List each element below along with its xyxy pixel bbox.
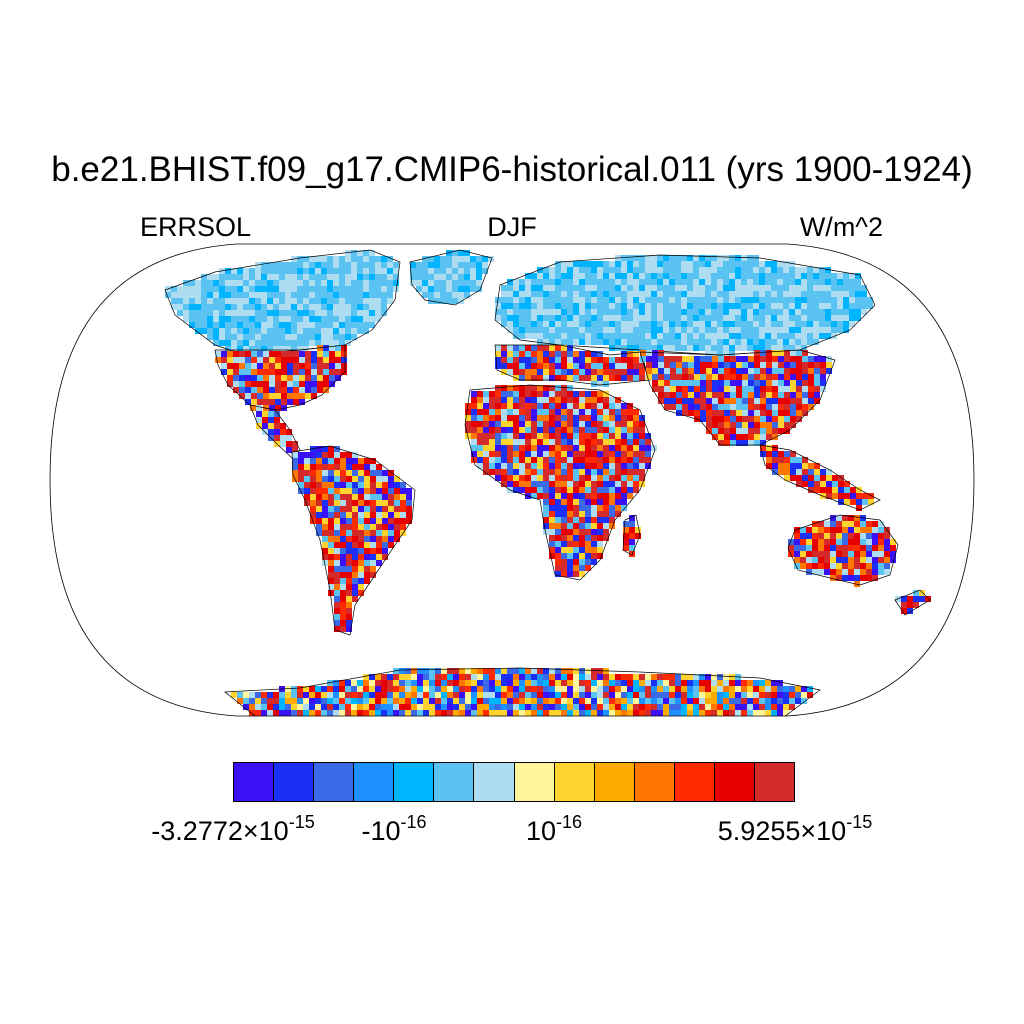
region-north-america-north: [164, 249, 401, 356]
plot-title: b.e21.BHIST.f09_g17.CMIP6-historical.011…: [51, 150, 973, 189]
colorbar-box: [474, 763, 515, 801]
colorbar-box: [714, 763, 756, 801]
colorbar-box: [394, 763, 435, 801]
region-africa: [464, 384, 657, 581]
colorbar-box: [514, 763, 555, 801]
colorbar-label-neg: -10-16: [361, 812, 427, 846]
colorbar-box: [314, 763, 355, 801]
colorbar-label-max: 5.9255×10-15: [717, 812, 873, 846]
colorbar-box: [674, 763, 715, 801]
region-eurasia-north: [494, 254, 876, 357]
colorbar-box: [354, 763, 395, 801]
region-south-america: [291, 445, 416, 636]
colorbar-label-pos: 10-16: [525, 812, 583, 846]
region-greenland: [409, 249, 494, 306]
colorbar-box: [274, 763, 315, 801]
colorbar-label-min: -3.2772×10-15: [151, 812, 315, 846]
region-europe-south: [494, 344, 651, 387]
variable-label: ERRSOL: [140, 212, 252, 242]
region-antarctica: [224, 667, 821, 716]
region-southeast-asia: [759, 444, 881, 511]
colorbar-box: [234, 763, 275, 801]
region-central-america: [249, 404, 301, 459]
region-north-america-south: [214, 344, 347, 411]
map-boundary: [49, 243, 975, 717]
units-label: W/m^2: [799, 212, 883, 242]
colorbar: [233, 762, 795, 802]
region-new-zealand: [894, 589, 931, 616]
region-australia: [787, 514, 899, 587]
region-madagascar: [622, 514, 641, 557]
colorbar-box: [594, 763, 635, 801]
season-label: DJF: [487, 212, 537, 242]
colorbar-box: [434, 763, 475, 801]
land-data-field: [164, 249, 931, 716]
colorbar-box: [554, 763, 595, 801]
colorbar-box: [755, 763, 795, 801]
region-asia-south: [639, 349, 836, 446]
colorbar-box: [634, 763, 675, 801]
